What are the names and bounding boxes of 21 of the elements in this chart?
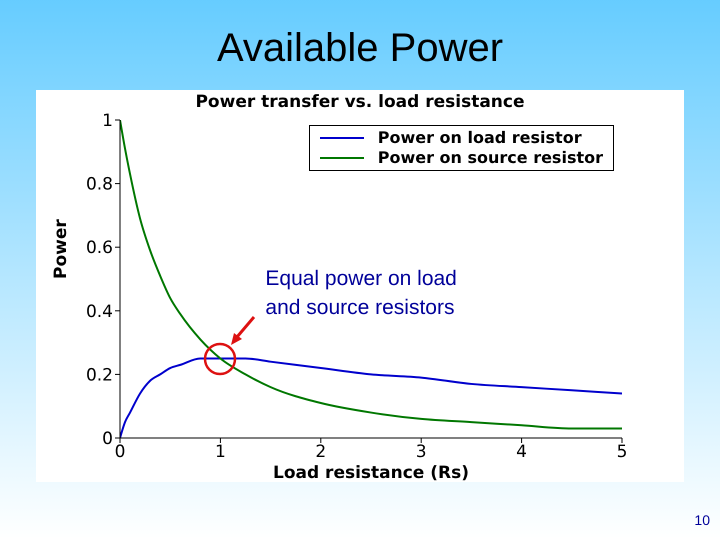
chart-title: Available Power [216,26,504,71]
legend-label: Power on source resistor [378,148,603,168]
y-tick-label: 1 [102,111,113,132]
y-tick-label: 0.2 [86,365,113,386]
x-tick-label: 1 [214,442,226,462]
x-axis-title: Load resistance (Rs) [272,463,470,483]
x-tick-label: 0 [114,442,126,462]
legend-label: Power on load resistor [378,128,582,148]
x-tick-label: 3 [416,442,427,462]
y-tick-label: 0.8 [86,174,113,195]
x-tick-label: 2 [315,442,326,462]
x-tick-label: 4 [516,442,528,462]
chart-subtitle: Power transfer vs. load resistance [194,92,526,112]
y-tick-label: 0.4 [86,302,113,322]
y-tick-label: 0 [102,429,113,450]
x-tick-label: 5 [616,442,628,462]
text: 10 [694,512,710,528]
line-series [120,120,622,430]
annotation: Equal power on load and source resistors [265,266,458,320]
y-tick-label: 0.6 [86,238,113,258]
y-axis-title: Power [51,218,72,279]
